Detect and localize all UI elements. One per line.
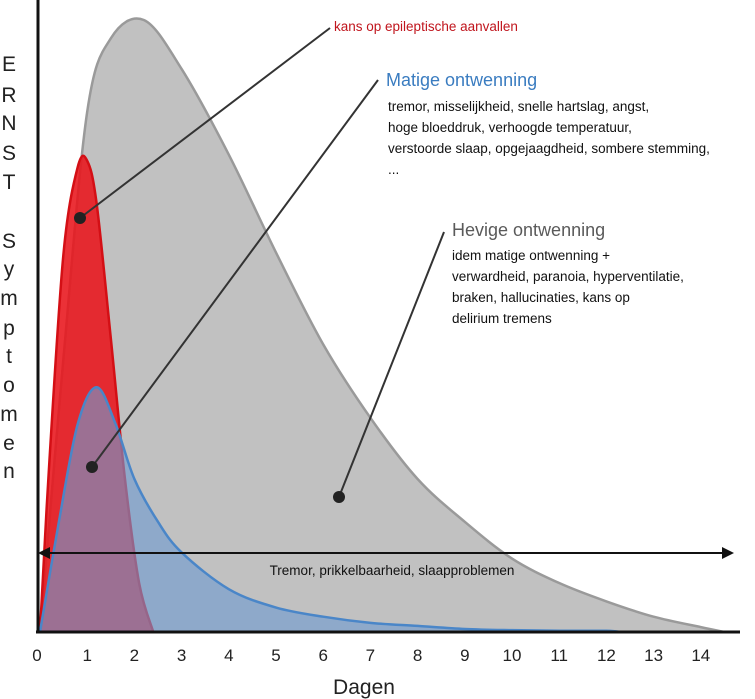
callout-lines [74,27,445,503]
seizure-callout-line [79,27,331,219]
severe-callout-dot [333,491,345,503]
x-tick-label: 1 [82,646,91,665]
x-tick-label: 6 [318,646,327,665]
x-tick-label: 4 [224,646,233,665]
x-tick-label: 5 [271,646,280,665]
x-tick-labels: 0 1 2 3 4 5 6 7 8 9 10 11 12 13 14 [32,646,710,665]
y-axis-label-letter: n [3,460,15,483]
x-axis-label: Dagen [333,676,395,699]
moderate-annotation-title: Matige ontwenning [386,70,538,90]
y-axis-label-letter: T [2,171,16,194]
x-tick-label: 10 [503,646,522,665]
y-axis-label-letter: y [3,258,15,281]
x-tick-label: 7 [366,646,375,665]
moderate-annotation-line: verstoorde slaap, opgejaagdheid, sombere… [388,141,710,156]
moderate-callout-line [91,79,379,468]
y-axis-label-letter: R [1,84,17,107]
moderate-annotation-line: hoge bloeddruk, verhoogde temperatuur, [388,120,632,135]
y-axis-label-letter: e [3,432,15,455]
x-tick-label: 9 [460,646,469,665]
moderate-line [38,385,621,634]
severe-line [38,17,725,634]
y-axis-label-letter: t [6,345,12,368]
x-tick-label: 12 [597,646,616,665]
y-axis-label-letter: S [1,142,16,165]
moderate-annotation-line: tremor, misselijkheid, snelle hartslag, … [388,99,650,114]
moderate-annotation-line: ... [388,162,400,177]
seizure-callout-dot [74,212,86,224]
x-tick-label: 8 [413,646,422,665]
x-tick-label: 2 [130,646,139,665]
severe-annotation-line: verwardheid, paranoia, hyperventilatie, [452,269,684,284]
x-tick-label: 11 [550,646,568,665]
x-tick-label: 13 [644,646,663,665]
chart-axes [36,0,740,634]
severe-annotation-line: delirium tremens [452,311,552,326]
chart-areas [38,17,725,634]
severe-annotation-line: braken, hallucinaties, kans op [452,290,630,305]
y-axis-label-letter: S [1,230,16,253]
moderate-callout-dot [86,461,98,473]
severe-area [40,18,725,633]
x-tick-label: 3 [177,646,186,665]
y-axis-label-letter: m [0,403,18,426]
x-tick-label: 14 [691,646,710,665]
baseline-label: Tremor, prikkelbaarheid, slaapproblemen [270,563,515,578]
y-axis-label-letter: m [0,287,18,310]
y-axis-label-letter: o [3,374,15,397]
moderate-annotation-body: tremor, misselijkheid, snelle hartslag, … [388,96,710,180]
x-tick-label: 0 [32,646,41,665]
severe-callout-line [338,231,445,498]
severe-annotation-line: idem matige ontwenning + [452,248,610,263]
severe-annotation-title: Hevige ontwenning [452,220,606,240]
y-axis-label-letter: p [3,317,15,340]
y-axis-label-letter: E [1,53,16,76]
severe-annotation-body: idem matige ontwenning + verwardheid, par… [452,245,684,329]
y-axis-label-letter: N [1,112,17,135]
moderate-area [40,387,621,632]
seizure-annotation: kans op epileptische aanvallen [334,19,518,34]
